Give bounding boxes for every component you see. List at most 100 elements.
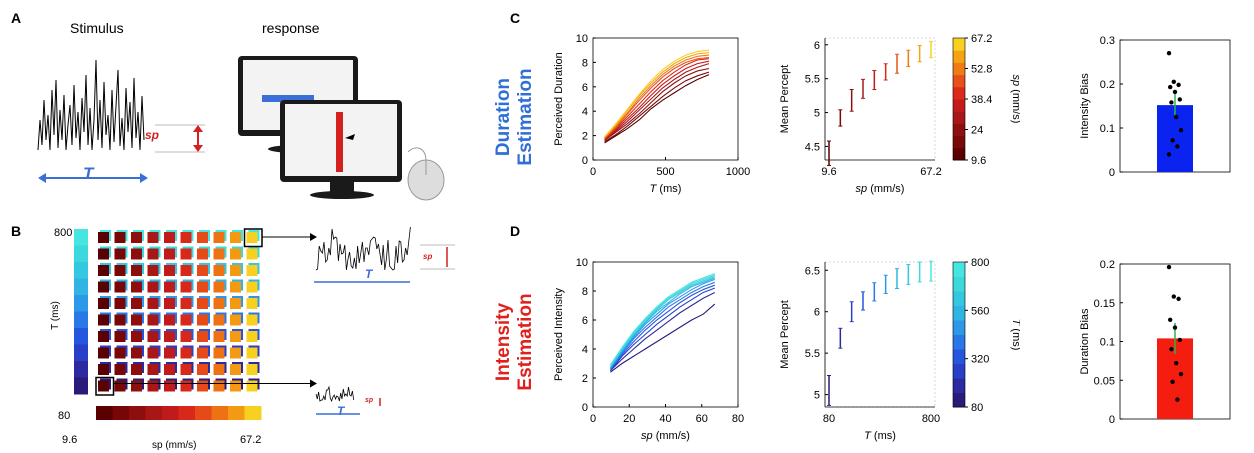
grid-cell-intensity xyxy=(147,331,159,342)
grid-cell-intensity xyxy=(98,298,109,309)
stimulus-title: Stimulus xyxy=(70,20,124,36)
sp-colorbar-cell xyxy=(162,406,179,420)
series-line xyxy=(604,49,710,138)
grid-cell-intensity xyxy=(180,331,192,342)
grid-cell-intensity xyxy=(180,347,192,359)
series-line xyxy=(604,67,710,141)
y-tick-label: 2 xyxy=(582,131,588,143)
grid-cell-intensity xyxy=(131,364,142,375)
series-line xyxy=(609,284,715,370)
y-tick-label: 4 xyxy=(582,106,588,118)
grid-cell-intensity xyxy=(131,232,142,243)
series-line xyxy=(609,273,715,366)
subject-dot xyxy=(1170,138,1175,143)
colorbar-segment xyxy=(953,349,965,364)
grid-cell-intensity xyxy=(114,364,126,375)
colorbar-segment xyxy=(953,86,965,100)
colorbar-tick-label: 52.8 xyxy=(971,64,992,76)
subject-dot xyxy=(1175,144,1180,149)
x-tick-label: 0 xyxy=(590,166,596,178)
grid-cell-intensity xyxy=(230,314,241,326)
grid-cell-intensity xyxy=(131,380,142,392)
y-tick-label: 6.5 xyxy=(805,265,820,277)
colorbar-tick-label: 38.4 xyxy=(971,94,992,106)
colorbar-segment xyxy=(953,147,965,161)
grid-cell-intensity xyxy=(114,347,126,359)
y-tick-label: 4.5 xyxy=(805,141,820,153)
grid-cell-intensity xyxy=(98,331,109,342)
grid-cell-intensity xyxy=(197,298,208,309)
sp-colorbar-cell xyxy=(195,406,212,420)
colorbar-tick-label: 80 xyxy=(971,402,983,414)
panel-letter-a: A xyxy=(11,10,22,26)
colorbar-segment xyxy=(953,135,965,149)
grid-cell-intensity xyxy=(131,265,142,276)
y-tick-label: 4 xyxy=(582,344,588,356)
sp-colorbar-cell xyxy=(178,406,196,420)
grid-cell-intensity xyxy=(213,364,225,375)
subject-dot xyxy=(1169,100,1174,105)
y-tick-label: 0 xyxy=(582,155,588,167)
colorbar-segment xyxy=(953,378,965,393)
series-line xyxy=(609,278,715,369)
y-tick-label: 6 xyxy=(582,315,588,327)
grid-cell-intensity xyxy=(98,248,109,260)
t-colorbar-cell xyxy=(74,278,88,296)
grid-cell-intensity xyxy=(213,232,225,243)
colorbar-tick-label: 560 xyxy=(971,305,989,317)
panel-letter-c: C xyxy=(510,10,521,26)
grid-cell-intensity xyxy=(114,380,126,392)
series-line xyxy=(604,74,710,144)
grid-cell-intensity xyxy=(180,298,192,309)
subject-dot xyxy=(1178,128,1184,133)
sp-colorbar-cell xyxy=(145,406,163,420)
series-line xyxy=(604,56,710,139)
y-tick-label: 0.2 xyxy=(1100,79,1115,91)
grid-cell-intensity xyxy=(197,314,208,326)
sp-colorbar-cell xyxy=(96,406,113,420)
grid-cell-intensity xyxy=(164,347,175,359)
grid-cell-intensity xyxy=(197,347,208,359)
grid-cell-intensity xyxy=(164,248,175,260)
grid-cell-intensity xyxy=(180,265,192,276)
x-axis-label: sp (mm/s) xyxy=(641,430,690,442)
grid-cell-intensity xyxy=(98,347,109,359)
t-colorbar-cell xyxy=(74,245,88,263)
panel-letter-b: B xyxy=(11,223,22,239)
colorbar-label: sp (mm/s) xyxy=(1010,75,1020,124)
grid-cell-intensity xyxy=(180,232,192,243)
grid-cell-intensity xyxy=(230,248,241,260)
monitor-front xyxy=(280,100,402,199)
grid-cell-intensity xyxy=(131,248,142,260)
subject-dot xyxy=(1166,264,1172,270)
grid-cell-intensity xyxy=(164,314,175,326)
grid-cell-intensity xyxy=(114,314,126,326)
x-tick-label: 67.2 xyxy=(920,166,941,178)
grid-cell-intensity xyxy=(230,347,241,359)
series-line xyxy=(604,63,710,141)
x-tick-label: 20 xyxy=(623,413,635,425)
y-tick-label: 6 xyxy=(814,307,820,319)
highlight-box-bottom xyxy=(95,376,115,396)
grid-cell-intensity xyxy=(147,314,159,326)
colorbar-tick-label: 800 xyxy=(971,257,989,269)
sp-colorbar-cell xyxy=(112,406,130,420)
grid-cell-intensity xyxy=(180,248,192,260)
subject-dot xyxy=(1178,371,1184,377)
panel-b-x-left: 9.6 xyxy=(62,434,78,446)
grid-cell-intensity xyxy=(114,281,126,293)
subject-dot xyxy=(1171,79,1176,84)
grid-cell-intensity xyxy=(246,364,258,375)
grid-cell-intensity xyxy=(147,248,159,260)
grid-cell-intensity xyxy=(164,331,175,342)
panel-b-x-right: 67.2 xyxy=(240,434,262,446)
grid-cell-intensity xyxy=(246,298,258,309)
grid-cell-intensity xyxy=(131,347,142,359)
grid-cell-intensity xyxy=(131,298,142,309)
grid-cell-intensity xyxy=(98,314,109,326)
grid-cell-intensity xyxy=(197,364,208,375)
x-tick-label: 40 xyxy=(659,413,671,425)
grid-cell-intensity xyxy=(180,380,192,392)
panel-b-y-top: 800 xyxy=(54,227,73,239)
x-tick-label: 60 xyxy=(696,413,708,425)
